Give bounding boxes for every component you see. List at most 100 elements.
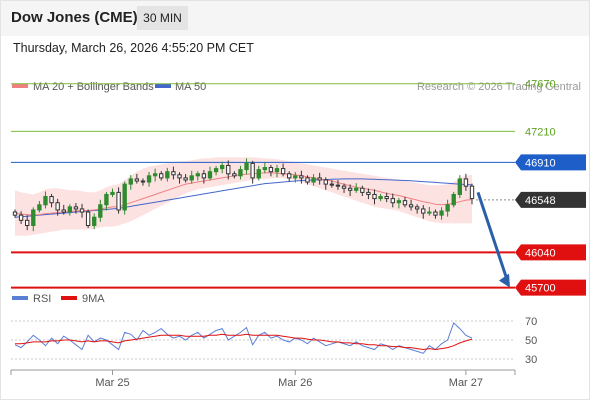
candle-body [73, 206, 79, 210]
interval-button[interactable]: 30 MIN [137, 6, 188, 30]
x-axis-label: Mar 26 [278, 377, 312, 389]
level-tag-text-46040: 46040 [525, 247, 556, 259]
candle-body [116, 191, 121, 211]
candle-body [341, 185, 347, 189]
level-tag-46040 [515, 244, 586, 261]
candle-body [360, 187, 365, 193]
candle-body [183, 177, 188, 181]
level-label-47670: 47670 [525, 79, 556, 91]
candle-body [457, 178, 462, 195]
forecast-arrow-shaft [476, 191, 509, 281]
rsi-legend-label: RSI [33, 293, 51, 305]
rsi-level-label-50: 50 [525, 335, 537, 347]
candle-body [18, 214, 24, 221]
candle-body [177, 174, 182, 179]
candle-body [329, 183, 335, 186]
level-tag-45700 [515, 279, 586, 296]
candle-body [372, 193, 377, 200]
candle-body [293, 175, 298, 179]
candle-body [299, 175, 304, 179]
candle-body [445, 204, 450, 212]
x-axis-label: Mar 27 [449, 377, 483, 389]
level-tag-46548 [515, 191, 586, 208]
candle-body [390, 198, 395, 204]
candle-body [408, 204, 414, 208]
candle-body [104, 193, 109, 206]
candle-body [165, 171, 170, 179]
candle-body [98, 204, 103, 218]
candle-body [189, 175, 194, 181]
candle-body [469, 185, 475, 200]
rsi-level-label-30: 30 [525, 354, 537, 366]
candle-body [219, 164, 225, 170]
candle-body [427, 211, 432, 214]
candle-body [49, 196, 54, 204]
candle-body [323, 179, 328, 185]
candle-body [347, 187, 353, 191]
candle-body [262, 167, 268, 171]
rsi-ma-line [15, 333, 473, 351]
rsi-legend-swatch [12, 296, 28, 300]
rsi-line [14, 322, 473, 354]
candle-body [256, 169, 261, 179]
candle-body [37, 204, 42, 211]
candle-body [146, 175, 152, 183]
candle-body [31, 209, 36, 226]
candle-body [463, 178, 469, 187]
candle-body [43, 196, 48, 206]
level-tag-text-45700: 45700 [525, 283, 556, 295]
candle-body [414, 206, 420, 210]
candle-body [280, 168, 286, 175]
forecast-arrow-head [499, 273, 510, 288]
candle-body [287, 173, 292, 179]
candle-body [110, 191, 115, 195]
candle-body [433, 211, 438, 216]
candle-body [55, 202, 60, 211]
candle-body [268, 167, 274, 173]
candle-body [92, 216, 97, 226]
candle-body [274, 168, 280, 173]
candle-body [122, 183, 127, 211]
rsi-ma-legend-label: 9MA [82, 293, 105, 305]
ma20-legend-swatch [12, 84, 28, 88]
candle-body [384, 196, 389, 200]
level-tag-text-46548: 46548 [525, 195, 556, 207]
ma50-legend-swatch [155, 84, 171, 88]
candle-body [134, 178, 140, 182]
candle-body [366, 191, 371, 195]
credit-label: Research © 2026 Trading Central [417, 81, 581, 93]
instrument-title: Dow Jones (CME) [11, 9, 138, 26]
candle-body [152, 173, 158, 177]
candle-body [195, 173, 200, 177]
candle-body [335, 184, 341, 187]
candle-body [238, 169, 243, 177]
candle-body [378, 196, 383, 200]
level-label-47210: 47210 [525, 126, 556, 138]
timestamp: Thursday, March 26, 2026 4:55:20 PM CET [13, 41, 254, 55]
ma20-line [14, 172, 473, 216]
candle-body [305, 177, 310, 183]
candle-body [421, 208, 426, 214]
candle-body [439, 210, 444, 216]
candle-body [244, 162, 249, 171]
candle-body [207, 171, 213, 179]
candle-body [128, 178, 133, 185]
candle-body [311, 177, 316, 183]
header-bar [1, 1, 589, 36]
level-tag-text-46910: 46910 [525, 157, 556, 169]
candle-body [85, 211, 91, 226]
rsi-level-label-70: 70 [525, 316, 537, 328]
ma20-legend-label: MA 20 + Bollinger Bands [33, 81, 154, 93]
candle-body [232, 173, 237, 177]
candle-body [25, 219, 30, 226]
x-axis-label: Mar 25 [95, 377, 129, 389]
candle-body [159, 173, 164, 179]
candle-body [140, 180, 146, 183]
candle-body [226, 164, 231, 175]
candle-body [171, 171, 176, 176]
level-tag-46910 [515, 154, 586, 171]
candle-body [67, 206, 73, 213]
candle-body [354, 187, 359, 191]
ma50-legend-label: MA 50 [175, 81, 206, 93]
